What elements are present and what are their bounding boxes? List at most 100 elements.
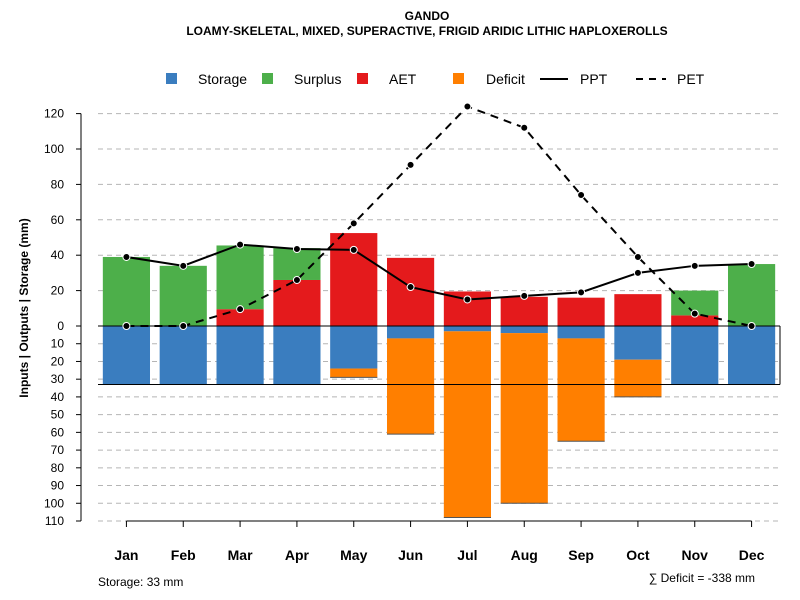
x-tick-label-feb: Feb xyxy=(171,547,196,563)
y-tick-label-lower-60: 60 xyxy=(51,425,65,439)
legend-swatch-storage xyxy=(166,73,177,84)
x-tick-label-may: May xyxy=(340,547,367,563)
bar-surplus-mar xyxy=(216,245,264,310)
bar-storage-mar xyxy=(216,326,264,385)
x-tick-label-apr: Apr xyxy=(285,547,310,563)
bar-storage-feb xyxy=(159,326,207,385)
bar-surplus-dec xyxy=(727,264,776,326)
legend-swatch-surplus xyxy=(262,73,273,84)
axes: 0 20 40 60 80 100 120 10 20 30 40 50 60 70 80 90 100 110 J… xyxy=(44,107,765,563)
bar-storage-aug xyxy=(500,326,548,334)
bar-aet-apr xyxy=(273,279,321,326)
pet-point-jul xyxy=(463,102,472,111)
bar-deficit-oct xyxy=(614,359,662,397)
pet-point-feb xyxy=(179,322,188,330)
y-tick-label-lower-10: 10 xyxy=(51,337,65,351)
legend-label-aet: AET xyxy=(389,71,417,87)
x-tick-label-mar: Mar xyxy=(228,547,253,563)
storage-note: Storage: 33 mm xyxy=(98,575,183,589)
ppt-point-may xyxy=(349,245,358,254)
legend-label-surplus: Surplus xyxy=(294,71,341,87)
plot-frame xyxy=(98,325,781,385)
y-tick-label-lower-70: 70 xyxy=(51,443,65,457)
pet-point-apr xyxy=(292,275,301,284)
ppt-point-mar xyxy=(236,240,245,249)
x-tick-label-jul: Jul xyxy=(457,547,477,563)
x-tick-label-jun: Jun xyxy=(398,547,423,563)
legend-label-pet: PET xyxy=(677,71,705,87)
y-tick-label-lower-20: 20 xyxy=(51,354,65,368)
pet-point-mar xyxy=(236,305,245,314)
bar-storage-nov xyxy=(671,326,719,385)
x-tick-label-oct: Oct xyxy=(626,547,650,563)
pet-point-nov xyxy=(690,309,699,318)
ppt-point-dec xyxy=(747,260,756,269)
ppt-point-aug xyxy=(520,291,529,300)
y-tick-label-lower-90: 90 xyxy=(51,479,65,493)
bar-deficit-may xyxy=(330,368,378,378)
ppt-point-sep xyxy=(577,288,586,297)
bar-aet-aug xyxy=(500,296,548,326)
bar-deficit-aug xyxy=(500,333,548,504)
pet-point-dec xyxy=(747,322,756,330)
pet-point-may xyxy=(349,219,358,228)
y-tick-label-upper-0: 0 xyxy=(57,319,64,333)
pet-point-sep xyxy=(577,191,586,200)
pet-point-oct xyxy=(633,252,642,261)
y-axis-label: Inputs | Outputs | Storage (mm) xyxy=(17,218,31,397)
bar-aet-nov xyxy=(671,315,719,326)
ppt-point-apr xyxy=(292,245,301,254)
y-tick-label-lower-30: 30 xyxy=(51,372,65,386)
bar-storage-jun xyxy=(386,326,435,339)
legend-swatch-deficit xyxy=(453,73,464,84)
ppt-point-oct xyxy=(633,268,642,277)
bar-storage-jan xyxy=(102,326,151,385)
gridlines xyxy=(98,113,780,522)
y-tick-label-upper-120: 120 xyxy=(44,107,64,121)
y-tick-label-lower-110: 110 xyxy=(45,514,64,528)
y-tick-label-upper-20: 20 xyxy=(51,284,65,298)
bar-storage-sep xyxy=(557,326,605,339)
bar-aet-oct xyxy=(614,294,662,326)
bar-deficit-sep xyxy=(557,338,605,442)
pet-line xyxy=(126,105,752,327)
x-tick-label-dec: Dec xyxy=(739,547,765,563)
y-tick-label-lower-80: 80 xyxy=(51,461,65,475)
y-tick-label-upper-60: 60 xyxy=(51,213,65,227)
legend-label-storage: Storage xyxy=(198,71,247,87)
bar-storage-jul xyxy=(443,326,492,332)
pet-point-aug xyxy=(520,123,529,132)
bar-surplus-jan xyxy=(102,256,151,326)
ppt-point-jun xyxy=(406,283,415,292)
pet-point-jan xyxy=(122,322,131,330)
series-lines xyxy=(122,102,756,330)
bar-storage-oct xyxy=(614,326,662,360)
y-tick-label-lower-100: 100 xyxy=(44,496,64,510)
x-tick-label-nov: Nov xyxy=(682,547,709,563)
ppt-point-feb xyxy=(179,261,188,270)
bar-storage-may xyxy=(330,326,378,369)
y-tick-label-upper-80: 80 xyxy=(51,177,65,191)
y-tick-label-lower-40: 40 xyxy=(51,390,65,404)
bar-deficit-jun xyxy=(386,338,435,435)
y-tick-label-upper-40: 40 xyxy=(51,248,65,262)
ppt-point-jul xyxy=(463,295,472,304)
legend-label-deficit: Deficit xyxy=(486,71,525,87)
legend-label-ppt: PPT xyxy=(580,71,608,87)
legend-swatch-aet xyxy=(357,73,368,84)
deficit-note: ∑ Deficit = -338 mm xyxy=(649,571,755,585)
legend: Storage Surplus AET Deficit PPT PET xyxy=(166,71,705,87)
bar-aet-sep xyxy=(557,297,605,326)
y-tick-label-lower-50: 50 xyxy=(51,408,65,422)
ppt-point-jan xyxy=(122,252,131,261)
bar-aet-jun xyxy=(386,257,435,326)
bar-storage-apr xyxy=(273,326,321,385)
bars xyxy=(102,233,776,518)
ppt-line xyxy=(126,243,752,301)
ppt-point-nov xyxy=(690,261,699,270)
y-tick-label-upper-100: 100 xyxy=(44,142,64,156)
x-tick-label-aug: Aug xyxy=(511,547,538,563)
chart-subtitle: LOAMY-SKELETAL, MIXED, SUPERACTIVE, FRIG… xyxy=(186,24,667,38)
pet-point-jun xyxy=(406,160,415,169)
